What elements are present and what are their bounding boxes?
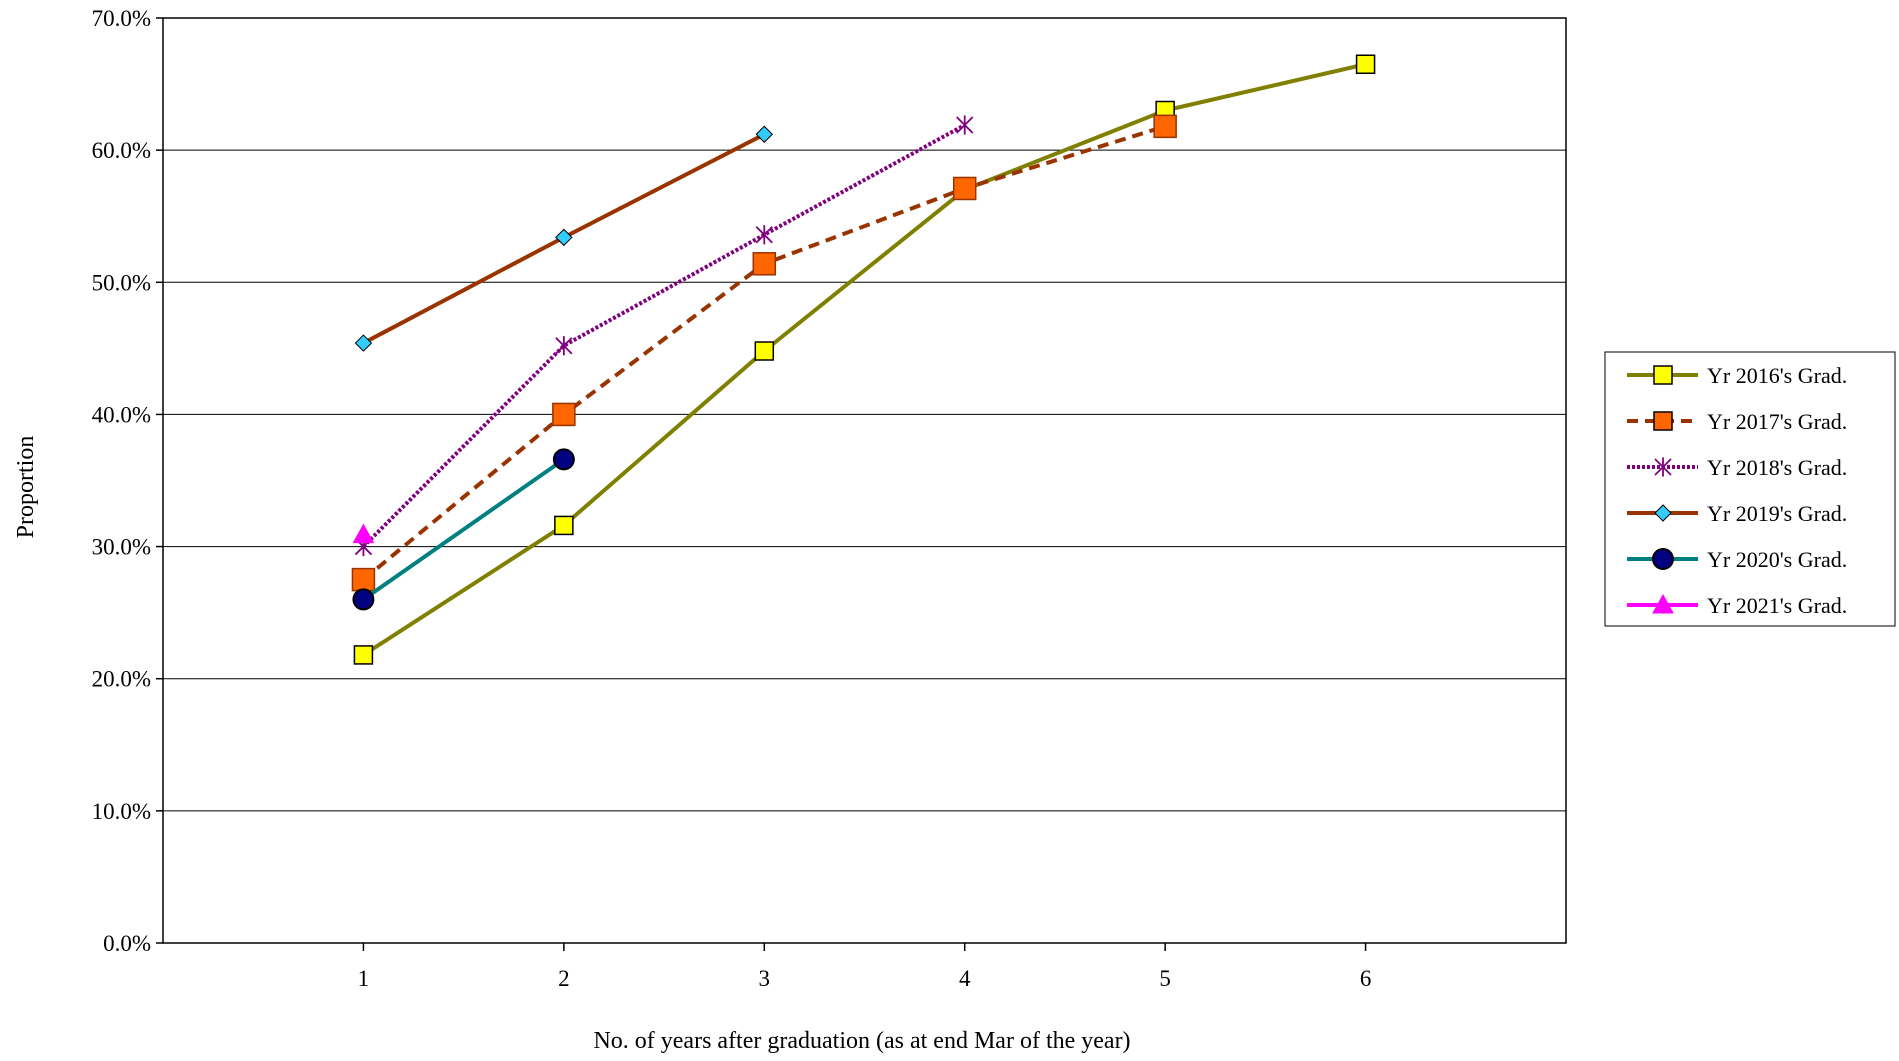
data-point-marker bbox=[555, 336, 573, 356]
data-point-marker bbox=[354, 334, 373, 352]
legend-label: Yr 2019's Grad. bbox=[1707, 501, 1847, 526]
y-tick-label: 20.0% bbox=[92, 667, 151, 692]
data-point-marker bbox=[552, 402, 576, 427]
x-axis-tick-labels: 1 2 3 4 5 6 bbox=[358, 943, 1372, 991]
x-axis-title: No. of years after graduation (as at end… bbox=[593, 1028, 1130, 1054]
series-lines bbox=[351, 54, 1376, 665]
data-point-marker bbox=[752, 252, 777, 276]
legend-item: Yr 2016's Grad. bbox=[1627, 363, 1847, 388]
data-point-marker bbox=[755, 225, 773, 245]
legend-marker-swatch bbox=[1654, 504, 1672, 522]
data-point-marker bbox=[353, 645, 374, 665]
legend-label: Yr 2021's Grad. bbox=[1707, 593, 1847, 618]
series-line bbox=[362, 123, 966, 548]
data-point-marker bbox=[554, 515, 574, 536]
series-2 bbox=[351, 114, 1177, 592]
legend-marker-swatch bbox=[1653, 411, 1673, 431]
data-point-marker bbox=[352, 523, 375, 544]
legend-item: Yr 2017's Grad. bbox=[1627, 409, 1847, 434]
data-point-marker bbox=[952, 176, 977, 201]
y-tick-label: 50.0% bbox=[92, 270, 151, 295]
y-tick-label: 0.0% bbox=[103, 931, 151, 956]
x-tick-label: 4 bbox=[959, 966, 971, 991]
y-tick-label: 70.0% bbox=[92, 6, 151, 31]
gridlines bbox=[163, 149, 1566, 812]
legend-item: Yr 2019's Grad. bbox=[1627, 501, 1847, 526]
data-point-marker bbox=[956, 115, 974, 135]
data-point-marker bbox=[352, 588, 375, 611]
x-tick-label: 6 bbox=[1360, 966, 1372, 991]
data-point-marker bbox=[1355, 54, 1376, 74]
y-tick-label: 40.0% bbox=[92, 402, 151, 427]
legend-marker-swatch bbox=[1653, 365, 1673, 385]
series-5 bbox=[352, 448, 575, 611]
legend-item: Yr 2018's Grad. bbox=[1627, 455, 1847, 480]
data-point-marker bbox=[1153, 114, 1177, 139]
series-line bbox=[362, 457, 566, 602]
legend-frame bbox=[1604, 351, 1896, 627]
legend-label: Yr 2018's Grad. bbox=[1707, 455, 1847, 480]
legend-item: Yr 2021's Grad. bbox=[1627, 593, 1847, 618]
series-3 bbox=[354, 115, 974, 557]
series-1 bbox=[353, 54, 1376, 665]
series-6 bbox=[352, 523, 375, 544]
x-tick-label: 2 bbox=[558, 966, 570, 991]
series-4 bbox=[354, 125, 773, 352]
data-point-marker bbox=[552, 448, 575, 471]
legend: Yr 2016's Grad. Yr 2017's Grad. Yr 2018's … bbox=[1604, 351, 1896, 627]
data-point-marker bbox=[555, 228, 573, 247]
y-axis-title: Proportion bbox=[13, 436, 39, 539]
legend-marker-swatch bbox=[1654, 457, 1672, 477]
legend-marker-swatch bbox=[1652, 548, 1674, 570]
x-tick-label: 3 bbox=[759, 966, 771, 991]
data-point-marker bbox=[755, 125, 773, 143]
x-tick-label: 5 bbox=[1159, 966, 1171, 991]
legend-label: Yr 2020's Grad. bbox=[1707, 547, 1847, 572]
data-point-marker bbox=[754, 341, 775, 361]
legend-marker-swatch bbox=[1652, 593, 1674, 614]
y-axis-tick-labels: 0.0% 10.0% 20.0% 30.0% 40.0% 50.0% 60.0% 70.0% bbox=[92, 6, 163, 956]
legend-label: Yr 2016's Grad. bbox=[1707, 363, 1847, 388]
series-line bbox=[362, 62, 1367, 657]
x-tick-label: 1 bbox=[358, 966, 370, 991]
plot-area-frame bbox=[162, 17, 1567, 944]
y-tick-label: 10.0% bbox=[92, 799, 151, 824]
y-tick-label: 30.0% bbox=[92, 535, 151, 560]
data-point-marker bbox=[351, 567, 376, 592]
legend-label: Yr 2017's Grad. bbox=[1707, 409, 1847, 434]
y-tick-label: 60.0% bbox=[92, 138, 151, 163]
legend-item: Yr 2020's Grad. bbox=[1627, 547, 1847, 572]
